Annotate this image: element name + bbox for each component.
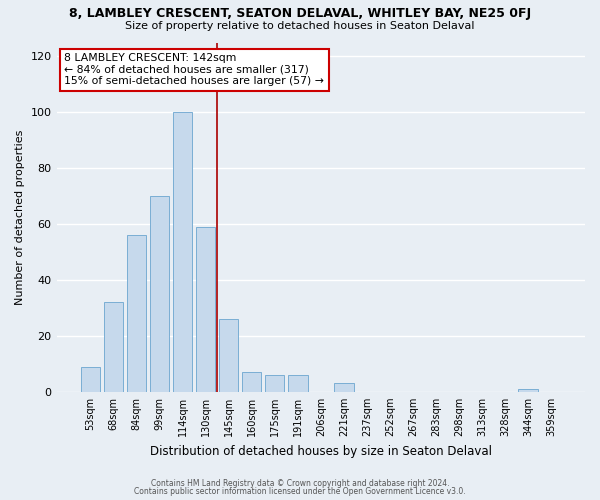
Bar	[219, 319, 238, 392]
X-axis label: Distribution of detached houses by size in Seaton Delaval: Distribution of detached houses by size …	[150, 444, 492, 458]
Bar	[196, 227, 215, 392]
Text: 8 LAMBLEY CRESCENT: 142sqm
← 84% of detached houses are smaller (317)
15% of sem: 8 LAMBLEY CRESCENT: 142sqm ← 84% of deta…	[64, 53, 325, 86]
Bar	[173, 112, 193, 392]
Bar	[127, 236, 146, 392]
Bar	[518, 389, 538, 392]
Text: 8, LAMBLEY CRESCENT, SEATON DELAVAL, WHITLEY BAY, NE25 0FJ: 8, LAMBLEY CRESCENT, SEATON DELAVAL, WHI…	[69, 8, 531, 20]
Bar	[149, 196, 169, 392]
Bar	[265, 375, 284, 392]
Text: Contains public sector information licensed under the Open Government Licence v3: Contains public sector information licen…	[134, 487, 466, 496]
Y-axis label: Number of detached properties: Number of detached properties	[15, 130, 25, 305]
Bar	[104, 302, 123, 392]
Bar	[242, 372, 262, 392]
Bar	[334, 384, 353, 392]
Text: Size of property relative to detached houses in Seaton Delaval: Size of property relative to detached ho…	[125, 21, 475, 31]
Text: Contains HM Land Registry data © Crown copyright and database right 2024.: Contains HM Land Registry data © Crown c…	[151, 478, 449, 488]
Bar	[80, 366, 100, 392]
Bar	[288, 375, 308, 392]
